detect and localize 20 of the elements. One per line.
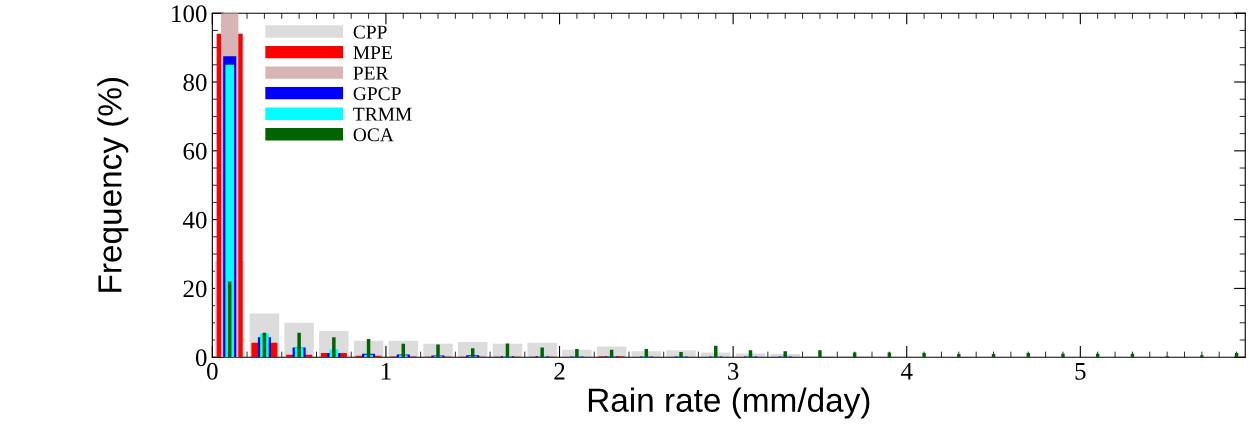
y-tick-label: 0 <box>195 349 207 367</box>
y-tick-label: 100 <box>172 5 207 23</box>
x-tick-label: 0 <box>207 362 218 380</box>
y-tick-label: 40 <box>182 211 207 229</box>
x-tick-label: 2 <box>554 362 565 380</box>
x-axis-title: Rain rate (mm/day) <box>588 387 870 419</box>
x-tick-label: 3 <box>728 362 739 380</box>
x-tick-label: 5 <box>1075 363 1086 380</box>
legend-label: MPE <box>353 46 392 59</box>
y-tick-label: 60 <box>183 142 207 160</box>
x-tick-label: 1 <box>381 362 391 380</box>
legend-label: TRMM <box>353 107 412 121</box>
legend-label: PER <box>353 66 389 80</box>
y-tick-label: 80 <box>183 74 207 91</box>
legend-label: CPP <box>353 25 387 39</box>
x-tick-label: 4 <box>900 362 913 380</box>
legend-label: GPCP <box>353 87 401 101</box>
legend-label: OCA <box>353 128 394 142</box>
y-tick-label: 20 <box>183 280 207 298</box>
y-axis-title: Frequency (%) <box>97 77 129 292</box>
